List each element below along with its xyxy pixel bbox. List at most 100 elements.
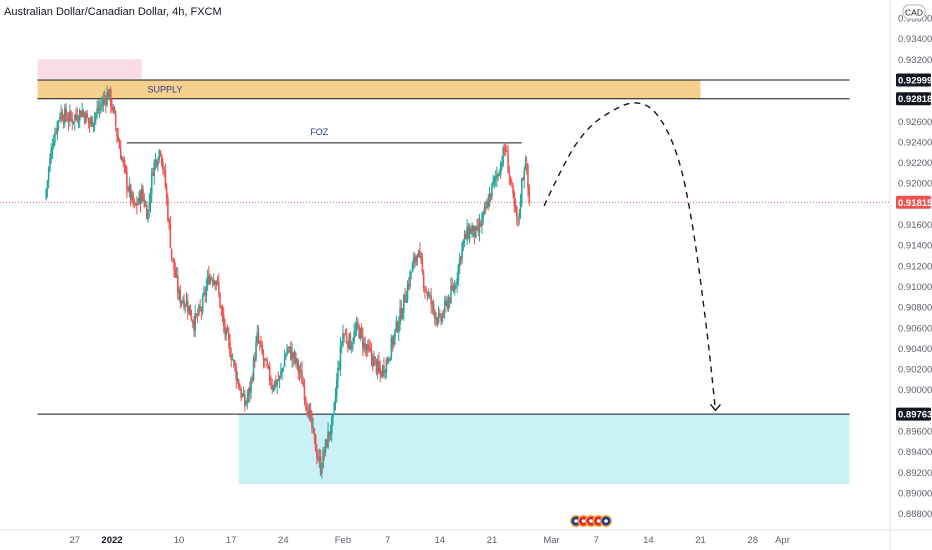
candle-body [256,332,259,343]
zone-labels-layer: SUPPLY FOZ [148,84,329,137]
candle-body [467,227,470,239]
time-axis[interactable]: 27 2022 10 17 24 Feb 7 14 21 Mar 7 14 21 28 Apr [69,535,789,546]
candle-body [77,121,80,123]
candle-body [251,378,254,381]
candle-body [448,297,451,303]
candle-body [451,285,454,289]
candle-body [466,226,468,241]
price-tick-label: 0.92400 [898,137,932,148]
candle-body [261,344,264,354]
candle-body [57,120,60,123]
candle-body [200,309,203,312]
price-badge-label: 0.92818 [898,94,932,105]
price-badge-label: 0.89763 [898,410,932,421]
candle-body [59,117,61,120]
projection-path [543,102,717,411]
candle-body [213,280,215,285]
candle-body [503,147,506,151]
candle-body [54,133,56,144]
candle-body [186,301,189,312]
candle-body [434,310,436,320]
candle-body [344,334,347,336]
event-flag-center [604,519,608,523]
time-tick-label: 17 [226,535,237,546]
price-badge [896,73,931,87]
candle-body [402,294,405,314]
candle-body [211,280,214,283]
candle-body [376,361,379,373]
candle-body [414,256,416,262]
candle-body [492,180,494,184]
candle-body [439,312,441,315]
candle-body [164,170,167,187]
candle-body [246,396,249,403]
candle-body [268,366,271,382]
candle-body [62,120,65,123]
candle-body [220,306,223,309]
candle-body [287,347,290,349]
candle-body [471,229,473,235]
economic-events[interactable] [570,515,612,527]
candle-body [163,169,165,171]
candle-body [139,192,142,204]
candle-body [462,240,465,245]
candle-body [165,187,168,198]
candle-body [322,450,324,468]
candle-body [484,206,487,210]
candle-body [303,385,306,400]
candle-body [155,160,158,166]
price-tick-label: 0.89200 [898,468,932,479]
candle-body [271,384,273,389]
candle-body [412,257,415,264]
candle-body [465,234,467,239]
candle-body [424,288,426,291]
candle-body [343,334,345,336]
candle-body [50,148,52,160]
candle-body [134,203,137,205]
currency-button[interactable]: CAD [902,4,926,20]
candle-body [400,307,403,320]
candle-body [229,341,231,356]
candle-body [321,467,323,474]
candle-body [340,344,343,346]
candle-body [507,152,509,173]
candle-body [411,264,414,273]
candle-body [440,315,442,321]
candle-body [379,367,381,374]
candle-body [370,349,373,358]
candle-body [314,434,317,452]
candle-body [117,135,120,141]
candle-body [522,178,524,181]
candle-body [217,281,220,293]
candle-body [299,370,302,372]
candle-body [215,281,218,285]
candle-body [436,318,439,324]
candle-body [477,227,480,232]
candle-body [90,117,92,124]
candle-body [468,227,471,239]
candle-body [65,107,67,118]
candle-body [324,439,327,453]
candle-body [445,300,447,302]
candle-body [280,371,282,376]
candle-body [461,243,463,259]
candle-body [426,292,429,297]
candle-body [198,305,200,315]
candle-body [309,409,312,415]
price-tick-label: 0.90200 [898,365,932,376]
candle-body [476,226,478,228]
candle-body [342,332,344,346]
candle-body [227,333,230,341]
candle-body [158,150,160,160]
candle-body [177,275,179,294]
candle-body [316,450,318,458]
candles-layer [45,85,530,479]
candle-body [420,255,422,262]
price-tick-label: 0.88800 [898,509,932,520]
candle-body [205,286,208,296]
candle-body [455,285,457,287]
price-badge-label: 0.91815 [898,198,932,209]
candle-body [347,342,349,348]
candle-body [313,428,316,436]
